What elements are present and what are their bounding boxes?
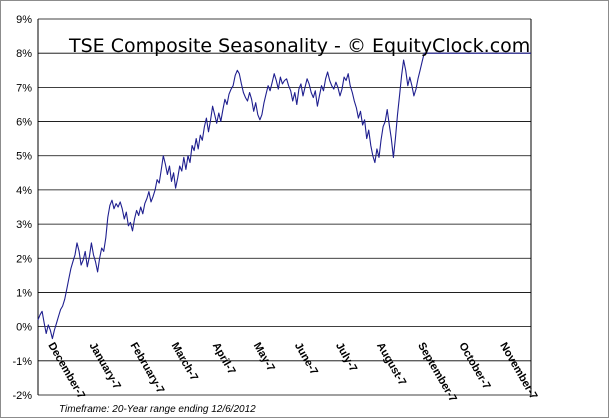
y-tick-label: 4% bbox=[16, 185, 32, 197]
y-tick-label: -1% bbox=[12, 356, 32, 368]
x-tick-label: February-7 bbox=[128, 341, 167, 396]
y-tick-label: 7% bbox=[16, 82, 32, 94]
x-tick-label: April-7 bbox=[210, 341, 238, 377]
seasonality-line bbox=[37, 52, 531, 340]
x-tick-label: January-7 bbox=[86, 341, 122, 392]
grid-lines bbox=[37, 18, 532, 396]
y-tick-label: -2% bbox=[12, 390, 32, 402]
y-tick-label: 2% bbox=[16, 253, 32, 265]
y-tick-label: 9% bbox=[16, 14, 32, 26]
x-tick-label: July-7 bbox=[333, 341, 359, 375]
y-tick-label: 3% bbox=[16, 219, 32, 231]
y-tick-label: 8% bbox=[16, 48, 32, 60]
x-tick-label: December-7 bbox=[45, 341, 87, 402]
chart-title: TSE Composite Seasonality - © EquityCloc… bbox=[68, 35, 530, 57]
x-tick-label: March-7 bbox=[169, 341, 200, 384]
y-tick-label: 1% bbox=[16, 287, 32, 299]
chart-footnote: Timeframe: 20-Year range ending 12/6/201… bbox=[59, 404, 256, 415]
x-tick-label: May-7 bbox=[251, 341, 277, 374]
y-tick-labels: -2% -1% 0% 1% 2% 3% 4% 5% 6% 7% 8% 9% bbox=[12, 14, 32, 402]
x-tick-label: October-7 bbox=[456, 341, 492, 392]
y-tick-label: 0% bbox=[16, 322, 32, 334]
y-tick-label: 6% bbox=[16, 117, 32, 129]
x-tick-label: June-7 bbox=[292, 341, 320, 378]
y-tick-label: 5% bbox=[16, 151, 32, 163]
x-tick-label: November-7 bbox=[497, 341, 539, 402]
x-tick-label: August-7 bbox=[374, 341, 408, 388]
